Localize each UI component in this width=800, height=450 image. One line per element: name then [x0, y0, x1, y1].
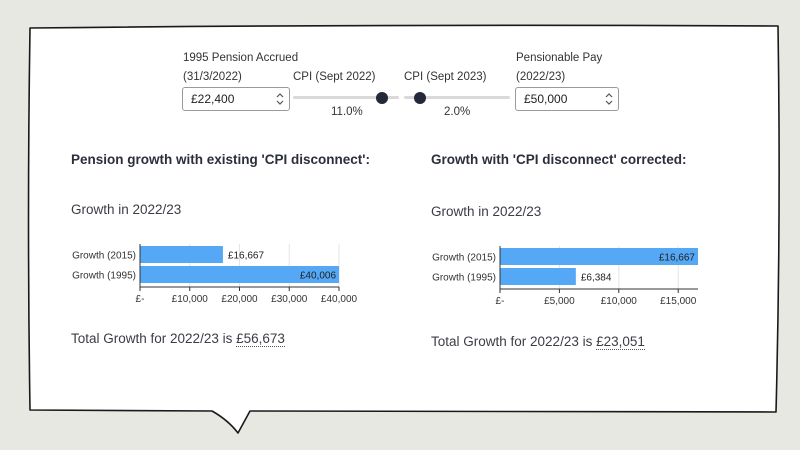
x-tick-label: £10,000 — [172, 294, 209, 305]
category-label: Growth (2015) — [72, 251, 136, 262]
x-tick-label: £- — [136, 294, 145, 305]
cpi-2023-slider-track[interactable] — [404, 96, 510, 99]
data-label: £6,384 — [581, 273, 612, 284]
pension-accrued-value: £22,400 — [191, 92, 235, 106]
cpi-2023-label: CPI (Sept 2023) — [404, 71, 487, 83]
left-heading: Pension growth with existing 'CPI discon… — [71, 152, 370, 167]
cpi-2023-slider-handle[interactable] — [413, 92, 426, 104]
x-tick-label: £- — [496, 296, 505, 307]
data-label: £16,667 — [228, 251, 265, 262]
bar-growth-1995 — [140, 266, 340, 283]
x-tick-label: £5,000 — [544, 296, 575, 307]
right-total-prefix: Total Growth for 2022/23 is — [431, 334, 597, 349]
pension-accrued-label: 1995 Pension Accrued — [183, 52, 299, 64]
cpi-2022-slider-handle[interactable] — [376, 92, 389, 104]
cpi-2022-value: 11.0% — [331, 106, 363, 118]
right-subheading: Growth in 2022/23 — [431, 204, 542, 219]
x-tick-label: £30,000 — [271, 294, 308, 305]
left-total: Total Growth for 2022/23 is £56,673 — [71, 331, 285, 347]
right-total: Total Growth for 2022/23 is £23,051 — [431, 334, 645, 350]
spinner-icon[interactable] — [605, 91, 613, 107]
cpi-2023-value: 2.0% — [444, 106, 471, 118]
bar-growth-2015 — [140, 246, 223, 263]
pensionable-pay-value: £50,000 — [524, 92, 568, 106]
right-heading: Growth with 'CPI disconnect' corrected: — [431, 152, 687, 167]
left-total-value: £56,673 — [236, 331, 285, 347]
x-tick-label: £20,000 — [221, 294, 258, 305]
pensionable-pay-input[interactable]: £50,000 — [515, 87, 619, 111]
spinner-icon[interactable] — [276, 91, 284, 107]
right-growth-chart: Growth (2015) £16,667 Growth (1995) £6,384 £… — [432, 246, 698, 307]
x-tick-label: £15,000 — [660, 296, 697, 307]
pensionable-pay-label: Pensionable Pay — [516, 52, 603, 64]
category-label: Growth (1995) — [72, 271, 136, 282]
cpi-2022-label: CPI (Sept 2022) — [293, 71, 376, 83]
bar-growth-1995 — [500, 268, 576, 285]
cpi-2022-slider-track[interactable] — [293, 96, 399, 99]
left-total-prefix: Total Growth for 2022/23 is — [71, 331, 237, 346]
x-tick-label: £40,000 — [321, 294, 358, 305]
right-total-value: £23,051 — [596, 334, 645, 350]
data-label: £16,667 — [659, 253, 696, 264]
pensionable-pay-year: (2022/23) — [516, 71, 566, 83]
x-tick-label: £10,000 — [601, 296, 638, 307]
pension-accrued-input[interactable]: £22,400 — [182, 87, 290, 111]
category-label: Growth (1995) — [432, 273, 496, 284]
data-label: £40,006 — [300, 271, 337, 282]
left-subheading: Growth in 2022/23 — [71, 202, 182, 217]
left-growth-chart: Growth (2015) £16,667 Growth (1995) £40,006… — [72, 244, 358, 305]
bar-growth-2015 — [500, 248, 698, 265]
category-label: Growth (2015) — [432, 253, 496, 264]
pension-accrued-date: (31/3/2022) — [183, 71, 242, 83]
